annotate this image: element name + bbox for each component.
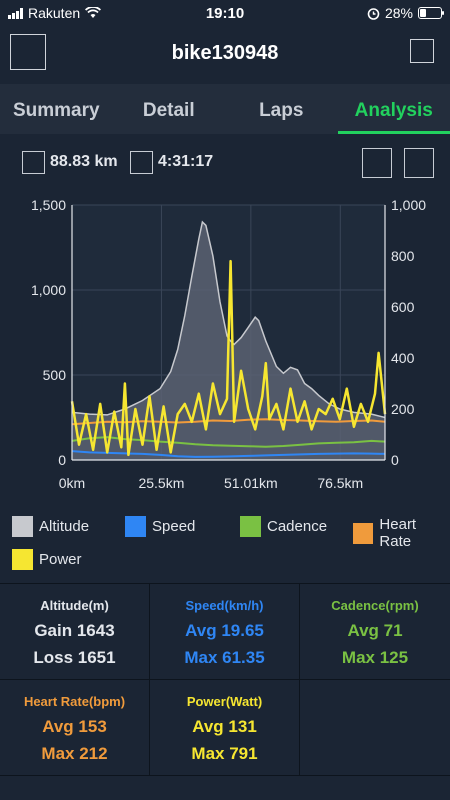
legend-speed-label: Speed	[152, 518, 196, 535]
battery-percent: 28%	[384, 5, 413, 21]
status-left: Rakuten	[8, 5, 102, 21]
stat-altitude-loss: Loss 1651	[33, 648, 116, 667]
legend-altitude[interactable]: Altitude	[12, 516, 89, 537]
app-header: bike130948	[0, 26, 450, 84]
stat-heart-rate: Heart Rate(bpm) Avg 153 Max 212	[0, 680, 150, 776]
stat-power-max: Max 791	[191, 744, 258, 763]
y-left-tick-label: 0	[58, 452, 66, 468]
stat-empty	[300, 680, 450, 776]
legend-heart-rate[interactable]: Heart Rate	[353, 516, 450, 550]
stat-speed-avg: Avg 19.65	[185, 621, 264, 640]
altitude-line	[71, 220, 386, 419]
distance-value: 88.83 km	[50, 153, 118, 170]
power-line	[70, 259, 387, 457]
stat-cadence: Cadence(rpm) Avg 71 Max 125	[300, 584, 450, 680]
stat-altitude-gain: Gain 1643	[34, 621, 115, 640]
status-bar: Rakuten 19:10 28%	[0, 0, 450, 26]
stat-heart-rate-avg: Avg 153	[42, 717, 107, 736]
legend-cadence-label: Cadence	[267, 518, 328, 535]
duration-checkbox[interactable]	[130, 151, 153, 174]
legend-heart-rate-label: Heart Rate	[379, 516, 417, 550]
legend-speed[interactable]: Speed	[125, 516, 195, 537]
y-right-tick-label: 600	[391, 299, 415, 315]
page-title: bike130948	[171, 42, 279, 64]
duration-value: 4:31:17	[158, 153, 214, 170]
y-right-tick-label: 1,000	[391, 197, 426, 213]
tab-detail[interactable]: Detail	[142, 100, 195, 121]
y-left-tick-label: 1,500	[31, 197, 66, 213]
cadence-line	[71, 436, 386, 448]
tab-laps[interactable]: Laps	[259, 100, 304, 121]
stats-grid: Altitude(m) Gain 1643 Loss 1651 Speed(km…	[0, 583, 450, 776]
stat-heart-rate-title: Heart Rate(bpm)	[23, 694, 126, 709]
stat-speed-title: Speed(km/h)	[185, 598, 264, 613]
legend-cadence[interactable]: Cadence	[240, 516, 327, 537]
stat-cadence-title: Cadence(rpm)	[331, 598, 419, 613]
legend-power-label: Power	[39, 551, 82, 568]
stat-cadence-max: Max 125	[341, 648, 409, 667]
tab-analysis[interactable]: Analysis	[337, 84, 450, 134]
share-icon[interactable]	[410, 39, 434, 63]
y-left-tick-label: 500	[43, 367, 67, 383]
legend-power[interactable]: Power	[12, 549, 82, 570]
heart-rate-swatch	[353, 522, 374, 544]
legend-altitude-label: Altitude	[39, 518, 90, 535]
stat-power-avg: Avg 131	[192, 717, 257, 736]
altitude-swatch	[12, 516, 33, 537]
heart-rate-line	[71, 418, 386, 426]
status-time: 19:10	[205, 5, 245, 22]
tab-bar: Summary Detail Laps Analysis	[0, 84, 450, 134]
distance-checkbox[interactable]	[22, 151, 45, 174]
stat-altitude: Altitude(m) Gain 1643 Loss 1651	[0, 584, 150, 680]
y-right-tick-label: 200	[391, 401, 415, 417]
tab-summary[interactable]: Summary	[12, 100, 100, 121]
y-left-tick-label: 1,000	[31, 282, 66, 298]
zoom-out-icon[interactable]	[362, 148, 392, 178]
zoom-in-icon[interactable]	[404, 148, 434, 178]
x-tick-label: 51.01km	[224, 475, 278, 491]
status-right: 28%	[367, 5, 444, 21]
stat-speed: Speed(km/h) Avg 19.65 Max 61.35	[150, 584, 300, 680]
y-right-tick-label: 400	[391, 350, 415, 366]
x-tick-label: 25.5km	[138, 475, 184, 491]
stat-cadence-avg: Avg 71	[347, 621, 403, 640]
alarm-icon	[367, 7, 380, 20]
cadence-swatch	[240, 516, 261, 537]
battery-icon	[418, 7, 444, 19]
analysis-chart[interactable]: 0 500 1,000 1,500 0 200 400 600 800 1,000 0km 25.5k…	[0, 190, 450, 495]
back-icon[interactable]	[10, 34, 46, 70]
speed-swatch	[125, 516, 146, 537]
metrics-row: 88.83 km 4:31:17	[0, 148, 450, 178]
power-swatch	[12, 549, 33, 570]
wifi-icon	[85, 7, 102, 18]
y-right-tick-label: 0	[391, 452, 399, 468]
stat-power-title: Power(Watt)	[186, 694, 263, 709]
stat-speed-max: Max 61.35	[184, 648, 265, 667]
signal-icon	[8, 7, 23, 19]
carrier-label: Rakuten	[28, 5, 81, 21]
stat-power: Power(Watt) Avg 131 Max 791	[150, 680, 300, 776]
x-tick-label: 0km	[59, 475, 85, 491]
speed-line	[71, 450, 386, 458]
chart-legend: Altitude Speed Cadence Heart Rate Power	[0, 512, 450, 582]
x-tick-label: 76.5km	[317, 475, 363, 491]
stat-heart-rate-max: Max 212	[41, 744, 108, 763]
y-right-tick-label: 800	[391, 248, 415, 264]
stat-altitude-title: Altitude(m)	[40, 598, 109, 613]
